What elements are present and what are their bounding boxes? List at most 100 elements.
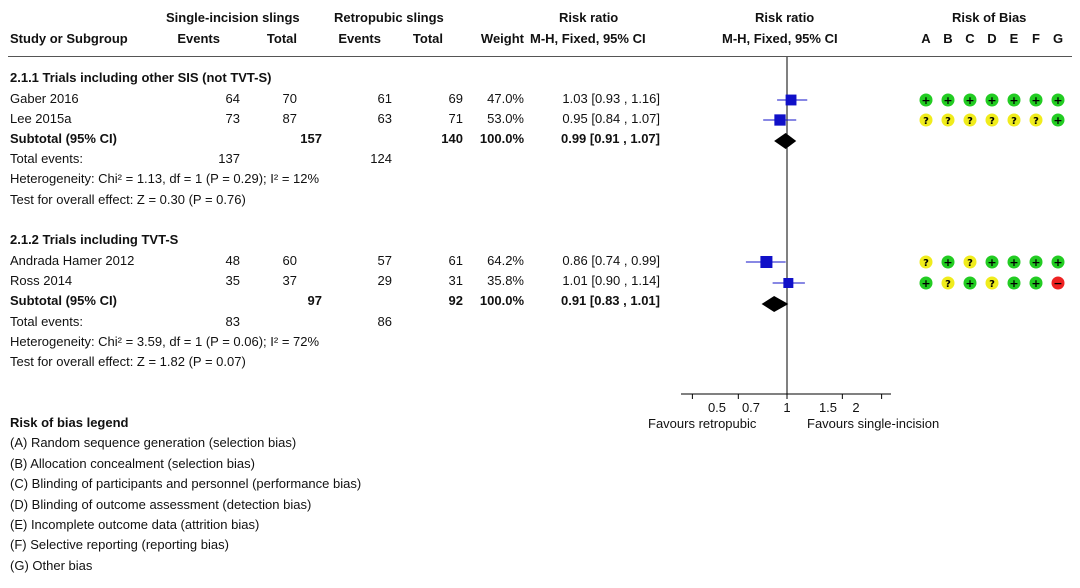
study-events2: 57 [377, 253, 392, 268]
study-weight: 64.2% [487, 253, 524, 268]
rob-letter-e: E [1009, 31, 1019, 46]
legend-item-f: (F) Selective reporting (reporting bias) [10, 537, 229, 552]
rob-dot [1007, 255, 1021, 269]
rob-symbol: ? [967, 116, 973, 127]
study-ci: 1.03 [0.93 , 1.16] [562, 91, 660, 106]
total1-header: Total [266, 31, 297, 46]
axis-tick-label: 1.5 [818, 400, 838, 415]
rob-dot [963, 276, 977, 290]
rob-dot [963, 113, 977, 127]
rob-dot [1029, 113, 1043, 127]
rob-letter-f: F [1032, 31, 1040, 46]
legend-item-d: (D) Blinding of outcome assessment (dete… [10, 497, 312, 512]
total-events-label: Total events: [10, 314, 83, 329]
legend-item-g: (G) Other bias [10, 558, 93, 573]
rob-dot [1007, 276, 1021, 290]
favours-left: Favours retropubic [648, 416, 757, 431]
subtotal-ci: 0.99 [0.91 , 1.07] [560, 131, 660, 146]
study-events1: 64 [225, 91, 240, 106]
rob-symbol: + [987, 94, 996, 107]
study-total2: 61 [448, 253, 463, 268]
study-name: Gaber 2016 [10, 91, 79, 106]
study-weight: 53.0% [487, 111, 524, 126]
rob-dot [963, 93, 977, 107]
rob-dot [985, 276, 999, 290]
rob-symbol: + [1053, 114, 1062, 127]
study-column-header: Study or Subgroup [10, 31, 128, 46]
study-weight: 47.0% [487, 91, 524, 106]
study-name: Lee 2015a [10, 111, 72, 126]
subtotal-total1: 157 [300, 131, 322, 146]
rob-letter-d: D [987, 31, 997, 46]
subtotal-diamond [761, 296, 789, 312]
subtotal-diamond [774, 133, 797, 149]
study-total1: 37 [282, 273, 297, 288]
rob-symbol: + [1053, 94, 1062, 107]
study-weight: 35.8% [487, 273, 524, 288]
rob-symbol: ? [989, 116, 995, 127]
subgroup-title: 2.1.1 Trials including other SIS (not TV… [10, 70, 272, 85]
rob-symbol: + [1031, 94, 1040, 107]
rob-symbol: + [1009, 256, 1018, 269]
study-total2: 31 [448, 273, 463, 288]
study-events2: 61 [377, 91, 392, 106]
rob-dot [985, 93, 999, 107]
rob-symbol: ? [945, 116, 951, 127]
subtotal-weight: 100.0% [479, 293, 524, 308]
subgroup-title: 2.1.2 Trials including TVT-S [10, 232, 179, 247]
rob-dot [941, 276, 955, 290]
study-events2: 63 [377, 111, 392, 126]
rob-symbol: ? [945, 279, 951, 290]
rob-dot [941, 93, 955, 107]
subtotal-total1: 97 [307, 293, 322, 308]
study-square [785, 94, 797, 106]
rob-symbol: + [1009, 94, 1018, 107]
subtotal-total2: 140 [441, 131, 463, 146]
events2-header: Events [338, 31, 381, 46]
weight-header: Weight [480, 31, 524, 46]
rob-symbol: ? [1033, 116, 1039, 127]
header-divider [8, 56, 1072, 57]
legend-item-a: (A) Random sequence generation (selectio… [10, 435, 297, 450]
rob-dot [1029, 276, 1043, 290]
rob-dot [941, 255, 955, 269]
rob-letter-a: A [921, 31, 931, 46]
subtotal-ci: 0.91 [0.83 , 1.01] [560, 293, 660, 308]
rob-title: Risk of Bias [952, 10, 1027, 25]
rob-dot [919, 276, 933, 290]
study-events1: 35 [225, 273, 240, 288]
total-events2: 124 [370, 151, 392, 166]
rob-symbol: ? [989, 279, 995, 290]
study-events1: 73 [225, 111, 240, 126]
rob-dot [1007, 113, 1021, 127]
study-total1: 60 [282, 253, 297, 268]
effect-title: Risk ratio [559, 10, 619, 25]
subtotal-total2: 92 [448, 293, 463, 308]
events1-header: Events [177, 31, 220, 46]
rob-letter-g: G [1052, 31, 1064, 46]
rob-symbol: + [943, 94, 952, 107]
rob-dot [985, 113, 999, 127]
overall-effect-text: Test for overall effect: Z = 0.30 (P = 0… [10, 192, 246, 207]
total-events1: 83 [225, 314, 240, 329]
study-name: Ross 2014 [10, 273, 73, 288]
heterogeneity-text: Heterogeneity: Chi² = 3.59, df = 1 (P = … [10, 334, 320, 349]
plot-title: Risk ratio [755, 10, 815, 25]
study-ci: 0.86 [0.74 , 0.99] [562, 253, 660, 268]
rob-symbol: + [965, 94, 974, 107]
rob-symbol: + [965, 277, 974, 290]
study-events2: 29 [377, 273, 392, 288]
rob-symbol: ? [1011, 116, 1017, 127]
axis-tick-label: 0.5 [707, 400, 727, 415]
study-square [783, 278, 794, 288]
legend-item-b: (B) Allocation concealment (selection bi… [10, 456, 255, 471]
rob-letter-b: B [943, 31, 953, 46]
rob-symbol: ? [967, 258, 973, 269]
subtotal-label: Subtotal (95% CI) [10, 131, 117, 146]
study-total1: 87 [282, 111, 297, 126]
rob-dot [1051, 113, 1065, 127]
rob-dot [1029, 93, 1043, 107]
subtotal-weight: 100.0% [479, 131, 524, 146]
favours-right: Favours single-incision [807, 416, 940, 431]
